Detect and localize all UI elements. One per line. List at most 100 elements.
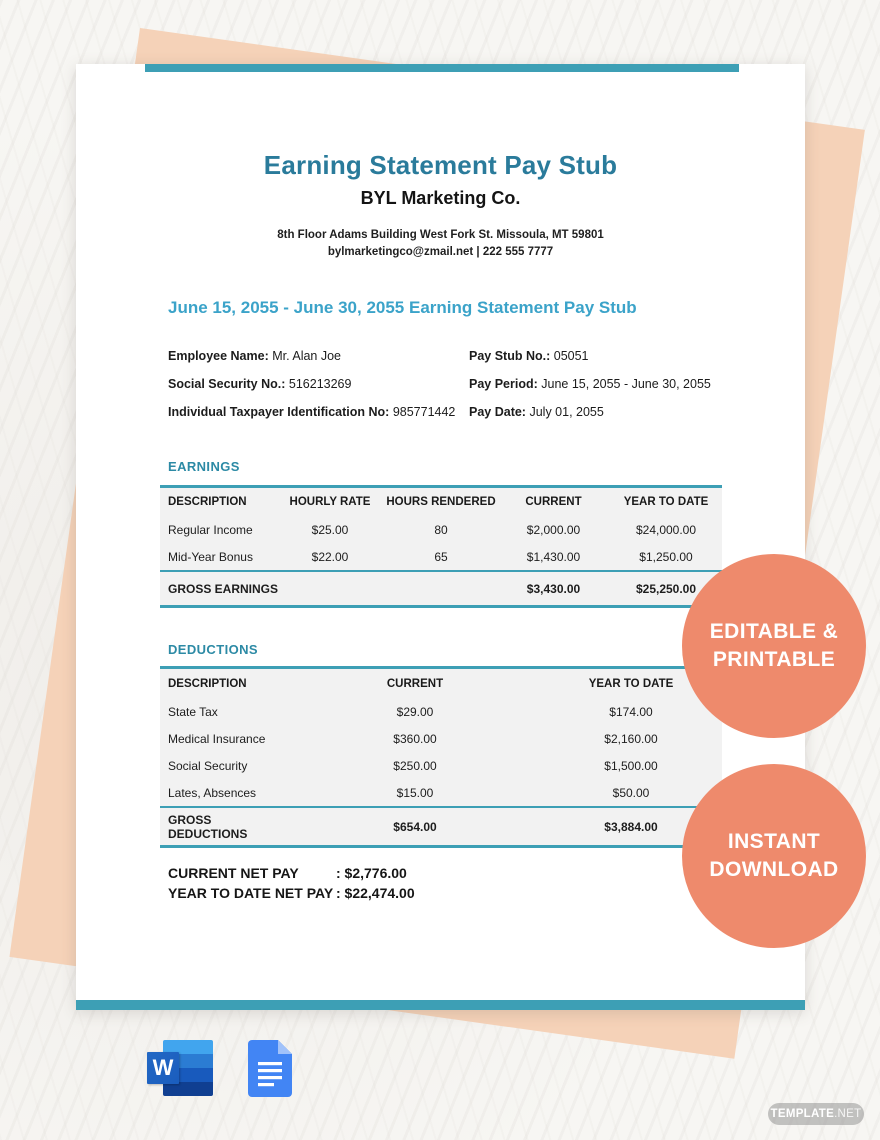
earnings-cell: $2,000.00: [526, 522, 581, 537]
earnings-header-row: DESCRIPTION HOURLY RATE HOURS RENDERED C…: [160, 488, 722, 516]
template-net-watermark: TEMPLATE .NET: [768, 1103, 864, 1125]
word-letter-tile: W: [147, 1052, 179, 1084]
earnings-cell: $22.00: [311, 549, 349, 564]
gross-earnings-ytd: $25,250.00: [635, 581, 697, 596]
pay-date-row: Pay Date: July 01, 2055: [469, 405, 748, 419]
paystub-no-value: 05051: [553, 349, 589, 363]
word-letter: W: [152, 1055, 174, 1080]
earnings-header-hours-rendered: HOURS RENDERED: [386, 496, 496, 508]
earnings-cell: Regular Income: [168, 522, 253, 537]
badge-text-line: INSTANT: [727, 830, 821, 853]
instant-download-badge: INSTANT DOWNLOAD: [682, 764, 866, 948]
deductions-cell: $50.00: [612, 785, 650, 800]
earnings-cell: Mid-Year Bonus: [168, 549, 253, 564]
paystub-no-label: Pay Stub No.:: [469, 349, 551, 363]
badge-text-line: DOWNLOAD: [709, 858, 839, 881]
watermark-tld: .NET: [834, 1108, 862, 1120]
deductions-cell: State Tax: [168, 704, 218, 719]
earnings-section-label: EARNINGS: [168, 459, 240, 474]
ytd-net-pay-label: YEAR TO DATE NET PAY: [168, 885, 334, 901]
employee-name-value: Mr. Alan Joe: [272, 349, 342, 363]
deductions-cell: Medical Insurance: [168, 731, 266, 746]
deductions-cell: $15.00: [396, 785, 434, 800]
earnings-table: DESCRIPTION HOURLY RATE HOURS RENDERED C…: [160, 485, 722, 608]
gross-deductions-row: GROSS DEDUCTIONS $654.00 $3,884.00: [160, 806, 722, 845]
pay-period-value: June 15, 2055 - June 30, 2055: [541, 377, 711, 391]
gross-earnings-current: $3,430.00: [526, 581, 581, 596]
earnings-cell: 80: [434, 522, 448, 537]
top-accent-bar: [145, 64, 739, 72]
itin-label: Individual Taxpayer Identification No:: [168, 405, 390, 419]
deductions-header-description: DESCRIPTION: [168, 677, 247, 690]
employee-name-label: Employee Name:: [168, 349, 269, 363]
deductions-cell: $29.00: [396, 704, 434, 719]
itin-row: Individual Taxpayer Identification No: 9…: [168, 405, 469, 419]
badge-text-line: EDITABLE &: [709, 620, 839, 643]
company-name: BYL Marketing Co.: [360, 188, 521, 208]
page-title: Earning Statement Pay Stub: [263, 150, 618, 180]
deductions-cell: $174.00: [609, 704, 653, 719]
gross-earnings-label: GROSS EARNINGS: [168, 581, 279, 596]
editable-printable-badge: EDITABLE & PRINTABLE: [682, 554, 866, 738]
current-net-pay-row: CURRENT NET PAY : $2,776.00: [168, 863, 415, 883]
table-row: Regular Income $25.00 80 $2,000.00 $24,0…: [160, 516, 722, 543]
pay-date-value: July 01, 2055: [529, 405, 604, 419]
earnings-cell: 65: [434, 549, 448, 564]
current-net-pay-label: CURRENT NET PAY: [168, 865, 299, 881]
ssn-label: Social Security No.:: [168, 377, 286, 391]
deductions-cell: $250.00: [393, 758, 437, 773]
deductions-table: DESCRIPTION CURRENT YEAR TO DATE State T…: [160, 666, 722, 848]
gross-deductions-ytd: $3,884.00: [604, 819, 658, 834]
pay-period-label: Pay Period:: [469, 377, 538, 391]
contact-line: bylmarketingco@zmail.net | 222 555 7777: [327, 246, 554, 258]
bottom-accent-bar: [76, 1000, 805, 1010]
ssn-row: Social Security No.: 516213269: [168, 377, 469, 391]
watermark-brand: TEMPLATE: [770, 1108, 835, 1120]
employee-info-grid: Employee Name: Mr. Alan Joe Pay Stub No.…: [168, 349, 748, 419]
earnings-header-ytd: YEAR TO DATE: [623, 496, 709, 508]
employee-name-row: Employee Name: Mr. Alan Joe: [168, 349, 469, 363]
earnings-header-current: CURRENT: [525, 496, 582, 508]
google-docs-icon: [248, 1040, 292, 1097]
earnings-cell: $1,430.00: [526, 549, 581, 564]
paystub-page: Earning Statement Pay Stub BYL Marketing…: [76, 64, 805, 1010]
paystub-no-row: Pay Stub No.: 05051: [469, 349, 748, 363]
gross-deductions-current: $654.00: [393, 819, 437, 834]
gross-deductions-label: GROSS DEDUCTIONS: [168, 812, 248, 841]
table-row: Social Security $250.00 $1,500.00: [160, 752, 722, 779]
itin-value: 985771442: [392, 405, 456, 419]
earnings-cell: $1,250.00: [639, 549, 693, 564]
address-line: 8th Floor Adams Building West Fork St. M…: [277, 229, 604, 241]
company-address: 8th Floor Adams Building West Fork St. M…: [76, 227, 805, 261]
ssn-value: 516213269: [288, 377, 352, 391]
badge-text-line: PRINTABLE: [712, 648, 836, 671]
deductions-header-current: CURRENT: [386, 677, 444, 690]
deductions-header-row: DESCRIPTION CURRENT YEAR TO DATE: [160, 669, 722, 698]
table-row: State Tax $29.00 $174.00: [160, 698, 722, 725]
deductions-cell: Social Security: [168, 758, 248, 773]
deductions-header-ytd: YEAR TO DATE: [588, 677, 674, 690]
deductions-cell: $1,500.00: [604, 758, 658, 773]
deductions-cell: Lates, Absences: [168, 785, 257, 800]
current-net-pay-value: : $2,776.00: [336, 865, 407, 881]
earnings-header-hourly-rate: HOURLY RATE: [289, 496, 371, 508]
table-row: Lates, Absences $15.00 $50.00: [160, 779, 722, 806]
deductions-cell: $360.00: [393, 731, 437, 746]
pay-period-heading: June 15, 2055 - June 30, 2055 Earning St…: [168, 298, 637, 317]
net-pay-summary: CURRENT NET PAY : $2,776.00 YEAR TO DATE …: [168, 863, 415, 903]
ytd-net-pay-row: YEAR TO DATE NET PAY: $22,474.00: [168, 883, 415, 903]
deductions-section-label: DEDUCTIONS: [168, 642, 258, 657]
earnings-cell: $24,000.00: [635, 522, 697, 537]
ms-word-icon: W: [147, 1040, 213, 1097]
google-docs-glyph: [248, 1040, 292, 1097]
table-row: Medical Insurance $360.00 $2,160.00: [160, 725, 722, 752]
earnings-header-description: DESCRIPTION: [168, 496, 247, 508]
pay-period-row: Pay Period: June 15, 2055 - June 30, 205…: [469, 377, 748, 391]
deductions-cell: $2,160.00: [604, 731, 658, 746]
earnings-cell: $25.00: [311, 522, 349, 537]
table-row: Mid-Year Bonus $22.00 65 $1,430.00 $1,25…: [160, 543, 722, 570]
ytd-net-pay-value: : $22,474.00: [336, 885, 415, 901]
pay-date-label: Pay Date:: [469, 405, 526, 419]
gross-earnings-row: GROSS EARNINGS $3,430.00 $25,250.00: [160, 570, 722, 605]
